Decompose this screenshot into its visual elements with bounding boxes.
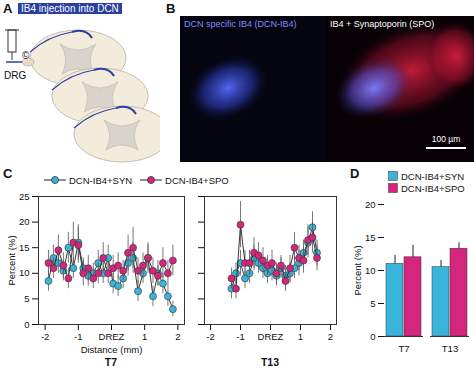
svg-text:-1: -1 bbox=[236, 331, 244, 342]
svg-text:0: 0 bbox=[24, 319, 29, 330]
html-text:IB4 + Synaptoporin (SPO): IB4 + Synaptoporin (SPO) bbox=[330, 19, 435, 29]
svg-text:10: 10 bbox=[365, 265, 376, 276]
html-text:A: A bbox=[3, 1, 13, 16]
html-text:C: C bbox=[3, 166, 13, 181]
html-text:D: D bbox=[350, 166, 360, 181]
svg-text:10: 10 bbox=[19, 267, 30, 278]
svg-text:5: 5 bbox=[370, 298, 375, 309]
html-text:100 µm: 100 µm bbox=[431, 134, 461, 144]
svg-text:15: 15 bbox=[19, 242, 30, 253]
svg-text:-1: -1 bbox=[74, 331, 82, 342]
svg-text:-2: -2 bbox=[41, 331, 49, 342]
svg-text:25: 25 bbox=[19, 191, 30, 202]
svg-text:T7: T7 bbox=[398, 343, 409, 354]
svg-text:5: 5 bbox=[24, 293, 29, 304]
svg-text:20: 20 bbox=[365, 199, 376, 210]
svg-text:Percent (%): Percent (%) bbox=[6, 235, 17, 285]
svg-text:1: 1 bbox=[298, 331, 303, 342]
html-text:IB4 injection into DCN: IB4 injection into DCN bbox=[21, 3, 119, 14]
html-text:DCN-IB4+SPO: DCN-IB4+SPO bbox=[401, 182, 465, 194]
svg-text:0: 0 bbox=[370, 331, 375, 342]
svg-text:DREZ: DREZ bbox=[99, 331, 125, 342]
svg-text:-2: -2 bbox=[206, 331, 214, 342]
html-text:DCN-IB4+SYN: DCN-IB4+SYN bbox=[69, 174, 133, 186]
html-text:DCN-IB4+SYN: DCN-IB4+SYN bbox=[401, 170, 465, 182]
html-text:DRG: DRG bbox=[4, 70, 27, 81]
svg-text:1: 1 bbox=[142, 331, 147, 342]
svg-text:20: 20 bbox=[19, 216, 30, 227]
html-text:DCN-IB4+SPO: DCN-IB4+SPO bbox=[165, 174, 229, 186]
svg-text:T13: T13 bbox=[442, 343, 458, 354]
svg-text:DREZ: DREZ bbox=[258, 331, 284, 342]
html-text:T13: T13 bbox=[261, 356, 279, 368]
svg-text:15: 15 bbox=[365, 232, 376, 243]
html-text:T7: T7 bbox=[104, 356, 118, 368]
svg-text:2: 2 bbox=[175, 331, 180, 342]
svg-text:Percent (%): Percent (%) bbox=[352, 245, 363, 295]
svg-text:2: 2 bbox=[328, 331, 333, 342]
html-text:DCN specific IB4 (DCN-IB4): DCN specific IB4 (DCN-IB4) bbox=[184, 19, 297, 29]
html-text:B: B bbox=[166, 1, 176, 16]
svg-text:Distance (mm): Distance (mm) bbox=[81, 344, 143, 355]
